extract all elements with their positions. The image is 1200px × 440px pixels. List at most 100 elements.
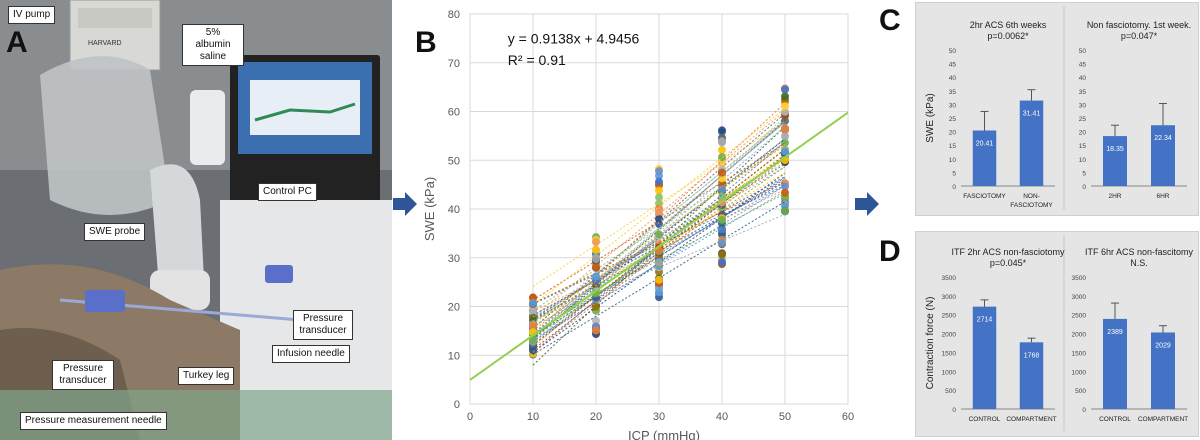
subject-trendline [532,158,786,353]
chart-subtitle: N.S. [1130,258,1148,268]
category-label: COMPARTMENT [1006,416,1056,423]
y-tick-label: 70 [448,58,460,70]
data-point [655,288,663,297]
y-tick-label: 2500 [1072,313,1087,320]
y-tick-label: 20 [949,130,957,137]
subject-trendline [532,163,786,320]
category-label: FASCIOTOMY [963,193,1006,200]
overall-trendline [469,111,849,381]
x-tick-label: 10 [527,411,539,423]
x-tick-label: 30 [653,411,665,423]
bar-value-label: 22.34 [1154,135,1172,142]
y-tick-label: 25 [1079,116,1087,123]
data-point [718,145,726,154]
data-point [655,275,663,284]
r-squared-label: R² = 0.91 [508,52,566,68]
x-tick-label: 60 [842,411,854,423]
chart-title: 2hr ACS 6th weeks [970,20,1047,30]
subject-trendline [532,120,786,325]
data-point [592,254,600,263]
category-label: NON- [1023,193,1040,200]
data-point [529,293,537,302]
regression-equation: y = 0.9138x + 4.9456 [508,30,640,46]
bar [1151,125,1175,186]
chart-subtitle: p=0.0062* [987,31,1029,41]
x-tick-label: 20 [590,411,602,423]
subject-trendline [532,190,786,340]
bar-value-label: 18.35 [1106,146,1124,153]
panel-c-label: C [879,4,901,37]
pressure-transducer-left-callout: Pressure transducer [52,360,114,390]
y-tick-label: 0 [1082,184,1086,191]
data-point [718,158,726,167]
y-tick-label: 50 [448,155,460,167]
data-point [781,132,789,141]
y-tick-label: 0 [952,184,956,191]
y-axis-title: SWE (kPa) [422,177,437,241]
pressure-transducer-right-callout: Pressure transducer [293,310,353,340]
subject-trendline [532,113,786,329]
subject-trendline [532,102,786,335]
category-label: 6HR [1156,193,1169,200]
iv-pump-callout: IV pump [8,6,56,24]
control-pc-callout: Control PC [258,183,317,201]
data-point [529,307,537,316]
data-point [592,245,600,254]
data-point [655,207,663,216]
right-arrow-icon [393,192,417,216]
swe-probe-callout: SWE probe [84,223,146,241]
chart-subtitle: p=0.045* [990,258,1027,268]
data-point [718,258,726,267]
y-tick-label: 0 [1082,407,1086,414]
y-tick-label: 5 [1082,170,1086,177]
bar-value-label: 1768 [1024,352,1040,359]
data-point [529,346,537,355]
y-tick-label: 2000 [942,332,957,339]
data-point [781,147,789,156]
category-label: CONTROL [969,416,1001,423]
subject-trendline [532,144,786,324]
bar [1103,318,1127,409]
data-point [781,85,789,94]
y-tick-label: 3500 [942,275,957,282]
y-tick-label: 10 [1079,157,1087,164]
bar [1019,100,1044,186]
subject-trendline [532,148,786,346]
y-tick-label: 500 [945,388,956,395]
data-point [781,102,789,111]
subject-trendline [532,172,786,353]
turkey-leg-callout: Turkey leg [178,367,235,385]
subject-trendline [532,119,786,329]
subject-trendline [532,201,786,356]
data-point [718,230,726,239]
y-tick-label: 40 [949,75,957,82]
data-point [655,258,663,267]
y-tick-label: 60 [448,107,460,119]
chart-title: Non fasciotomy. 1st week. [1087,20,1191,30]
bar-value-label: 2714 [977,317,993,324]
x-tick-label: 50 [779,411,791,423]
chart-subtitle: p=0.047* [1121,31,1158,41]
data-point [655,230,663,239]
category-label: CONTROL [1099,416,1131,423]
data-point [718,192,726,201]
subject-trendline [532,126,786,344]
y-tick-label: 30 [448,253,460,265]
y-tick-label: 1500 [942,350,957,357]
y-tick-label: 20 [1079,130,1087,137]
data-point [718,215,726,224]
data-point [781,92,789,101]
bar [1103,136,1127,186]
data-point [592,272,600,281]
x-tick-label: 0 [467,411,473,423]
data-point [718,126,726,135]
y-tick-label: 35 [949,89,957,96]
data-point [592,302,600,311]
y-tick-label: 10 [949,157,957,164]
data-point [718,137,726,146]
data-point [718,250,726,259]
data-point [529,299,537,308]
right-arrow-icon [855,192,879,216]
y-tick-label: 30 [1079,102,1087,109]
